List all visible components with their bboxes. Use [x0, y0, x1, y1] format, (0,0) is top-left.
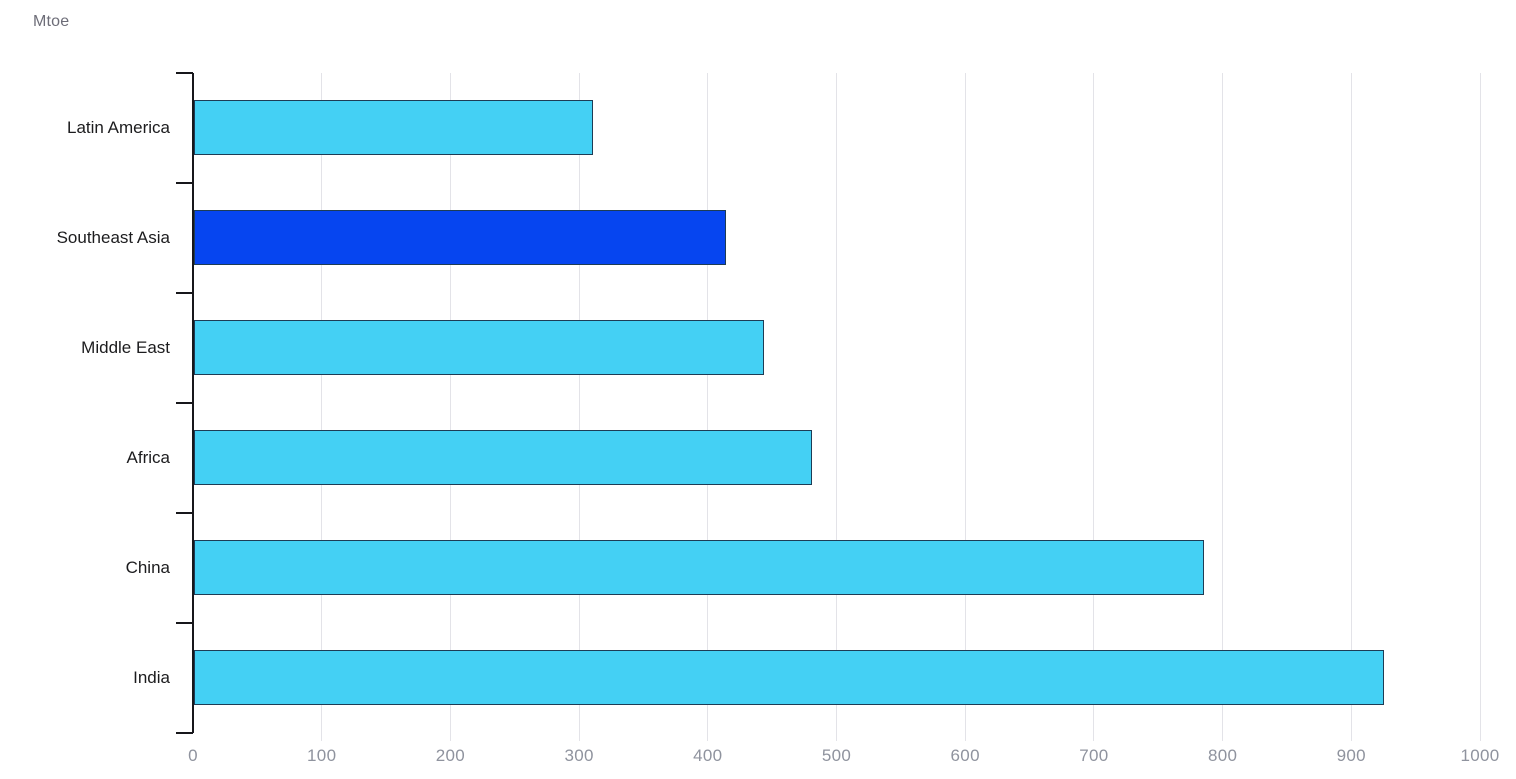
x-tick-label-300: 300	[564, 746, 594, 765]
x-tick-label-200: 200	[435, 746, 466, 765]
y-axis-tick	[176, 72, 193, 74]
category-label-latin-america: Latin America	[67, 117, 170, 137]
x-tick-label-1000: 1000	[1460, 746, 1500, 765]
bar-middle-east	[194, 320, 765, 375]
gridline-200	[449, 73, 451, 741]
plot-area: 0 100 200 300 400 500 600 700 800 900 1000	[176, 72, 1499, 765]
category-label-africa: Africa	[126, 447, 170, 467]
gridline-100	[321, 73, 323, 741]
y-axis-tick	[176, 512, 193, 514]
y-axis-tick	[176, 732, 193, 734]
y-axis-category-labels: Latin America Southeast Asia Middle East Af…	[0, 73, 170, 733]
y-axis-tick	[176, 622, 193, 624]
gridline-800	[1222, 73, 1224, 741]
x-tick-label-900: 900	[1336, 746, 1366, 765]
unit-label: Mtoe	[33, 13, 70, 30]
gridline-700	[1093, 73, 1095, 741]
gridline-600	[964, 73, 966, 741]
category-label-china: China	[125, 557, 170, 577]
gridline-1000	[1479, 73, 1481, 741]
bar-china	[194, 540, 1205, 595]
category-label-southeast-asia: Southeast Asia	[56, 227, 170, 247]
y-axis-tick	[176, 402, 193, 404]
gridline-500	[836, 73, 837, 741]
x-tick-label-600: 600	[950, 746, 980, 765]
bar-latin-america	[194, 100, 593, 155]
gridline-300	[578, 73, 580, 741]
bar-southeast-asia	[194, 210, 726, 265]
category-label-middle-east: Middle East	[81, 337, 170, 357]
y-axis-tick	[176, 182, 193, 184]
y-axis-line	[192, 73, 194, 733]
x-tick-label-0: 0	[188, 746, 198, 765]
x-tick-label-700: 700	[1079, 746, 1109, 765]
gridline-400	[707, 73, 709, 741]
y-axis-tick	[176, 292, 193, 294]
category-label-india: India	[133, 667, 170, 687]
gridline-900	[1350, 73, 1352, 741]
bar-africa	[194, 430, 812, 485]
x-tick-label-500: 500	[821, 746, 852, 765]
bar-india	[194, 650, 1385, 705]
x-tick-label-400: 400	[693, 746, 723, 765]
x-tick-label-100: 100	[307, 746, 337, 765]
x-tick-label-800: 800	[1207, 746, 1238, 765]
